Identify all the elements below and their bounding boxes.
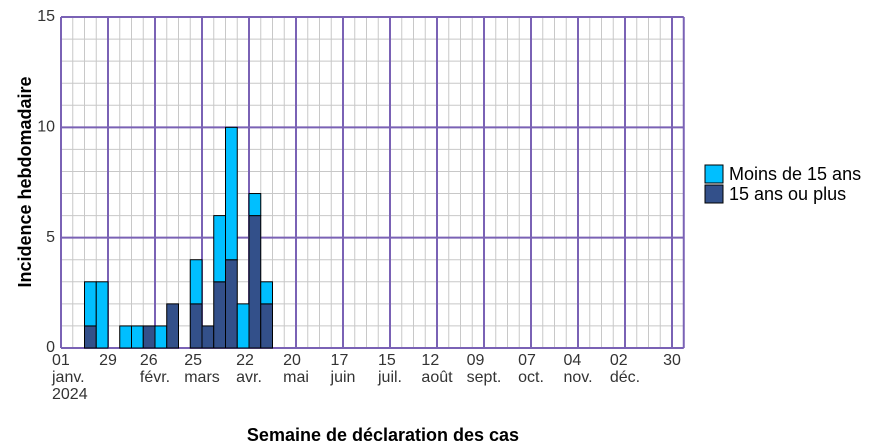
x-tick-label: 30 [663,352,681,369]
x-tick-label: 09 sept. [466,352,502,386]
bar-segment [189,259,203,305]
x-tick-label: 15 juil. [377,352,403,386]
legend-swatch [704,164,724,184]
bar-segment [84,325,97,349]
bar-segment [166,303,179,349]
bar-segment [95,281,109,349]
y-tick-label: 15 [37,8,55,25]
bar-segment [131,325,144,349]
legend-label: Moins de 15 ans [729,164,861,184]
bar-segment [213,281,226,349]
bar-segment [142,325,156,349]
y-tick-label: 0 [46,339,55,356]
x-tick-label: 17 juin [330,352,356,386]
x-tick-label: 25 mars [184,352,220,386]
x-tick-label: 01 janv. 2024 [52,352,88,403]
bar-segment [119,325,132,349]
bar-segment [213,215,226,283]
bar-segment [225,126,238,261]
x-tick-label: 02 déc. [609,352,641,386]
bar-segment [260,281,273,305]
x-tick-label: 12 août [421,352,453,386]
x-tick-label: 04 nov. [563,352,593,386]
x-tick-label: 29 [99,352,117,369]
legend-swatch [704,184,724,204]
x-tick-label: 07 oct. [518,352,544,386]
x-tick-label: 20 mai [283,352,309,386]
bar-segment [201,325,215,349]
bar-segment [248,215,262,349]
y-axis-title: Incidence hebdomadaire [15,76,35,287]
bar-segment [236,303,250,349]
x-axis-title: Semaine de déclaration des cas [247,425,519,443]
y-tick-label: 10 [37,119,55,136]
bar-segment [225,259,238,349]
bar-segment [189,303,203,349]
bar-segment [84,281,97,327]
y-tick-label: 5 [46,229,55,246]
bar-segment [260,303,273,349]
x-tick-label: 22 avr. [236,352,262,386]
bar-segment [248,193,262,217]
legend-label: 15 ans ou plus [729,184,846,204]
bar-segment [154,325,168,349]
x-tick-label: 26 févr. [139,352,171,386]
